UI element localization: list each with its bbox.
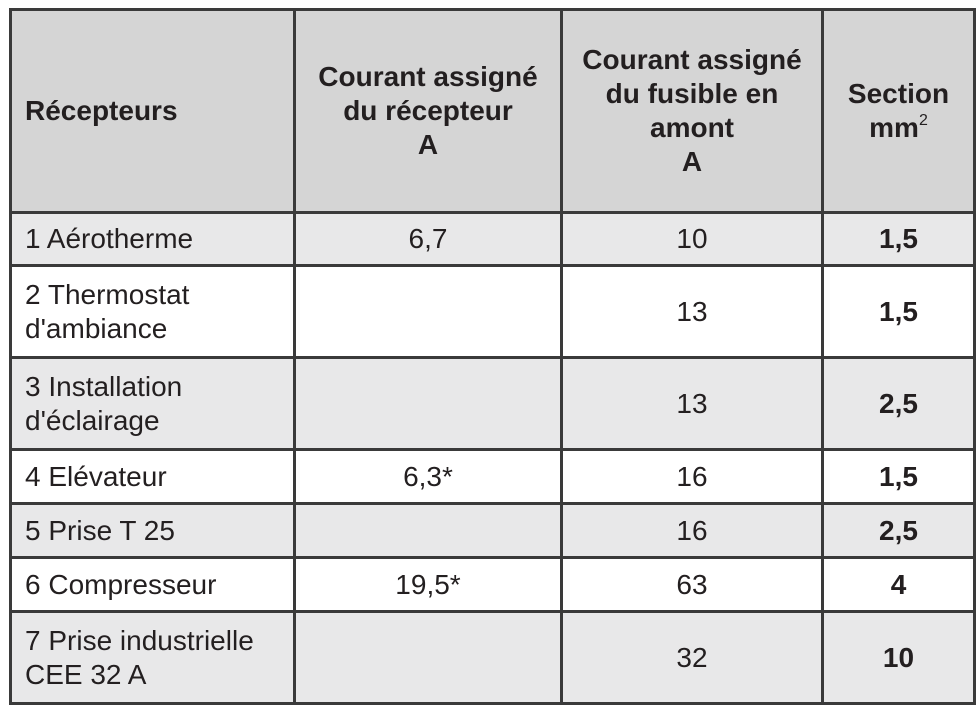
table-row: 3 Installation d'éclairage 13 2,5 <box>9 356 976 451</box>
receivers-table: Récepteurs Courant assigné du récepteur … <box>9 8 976 705</box>
table-row: 4 Elévateur 6,3* 16 1,5 <box>9 448 976 505</box>
cell-courant-fusible: 63 <box>560 556 824 613</box>
cell-courant-recepteur <box>293 356 563 451</box>
cell-courant-fusible: 32 <box>560 610 824 705</box>
header-recepteurs: Récepteurs <box>9 8 296 214</box>
header-row: Récepteurs Courant assigné du récepteur … <box>9 8 976 214</box>
cell-courant-recepteur <box>293 610 563 705</box>
section-unit: mm2 <box>869 112 928 143</box>
cell-courant-recepteur <box>293 502 563 559</box>
cell-section: 10 <box>821 610 976 705</box>
cell-courant-fusible: 13 <box>560 264 824 359</box>
cell-recepteur: 1 Aérotherme <box>9 211 296 267</box>
cell-courant-fusible: 10 <box>560 211 824 267</box>
cell-courant-fusible: 16 <box>560 448 824 505</box>
cell-section: 4 <box>821 556 976 613</box>
cell-courant-recepteur <box>293 264 563 359</box>
cell-section: 1,5 <box>821 211 976 267</box>
table-row: 2 Thermostat d'ambiance 13 1,5 <box>9 264 976 359</box>
cell-recepteur: 2 Thermostat d'ambiance <box>9 264 296 359</box>
table-row: 6 Compresseur 19,5* 63 4 <box>9 556 976 613</box>
cell-courant-recepteur: 19,5* <box>293 556 563 613</box>
table-row: 1 Aérotherme 6,7 10 1,5 <box>9 211 976 267</box>
cell-section: 2,5 <box>821 356 976 451</box>
table-row: 5 Prise T 25 16 2,5 <box>9 502 976 559</box>
cell-courant-fusible: 16 <box>560 502 824 559</box>
table-body: 1 Aérotherme 6,7 10 1,5 2 Thermostat d'ambian… <box>9 211 976 705</box>
header-courant-recepteur: Courant assigné du récepteur A <box>293 8 563 214</box>
cell-recepteur: 3 Installation d'éclairage <box>9 356 296 451</box>
cell-recepteur: 4 Elévateur <box>9 448 296 505</box>
table-row: 7 Prise industrielle CEE 32 A 32 10 <box>9 610 976 705</box>
cell-recepteur: 6 Compresseur <box>9 556 296 613</box>
header-courant-fusible: Courant assigné du fusible en amont A <box>560 8 824 214</box>
cell-section: 1,5 <box>821 264 976 359</box>
cell-recepteur: 5 Prise T 25 <box>9 502 296 559</box>
cell-courant-recepteur: 6,3* <box>293 448 563 505</box>
cell-section: 2,5 <box>821 502 976 559</box>
cell-courant-fusible: 13 <box>560 356 824 451</box>
header-section: Section mm2 <box>821 8 976 214</box>
cell-courant-recepteur: 6,7 <box>293 211 563 267</box>
cell-recepteur: 7 Prise industrielle CEE 32 A <box>9 610 296 705</box>
cell-section: 1,5 <box>821 448 976 505</box>
